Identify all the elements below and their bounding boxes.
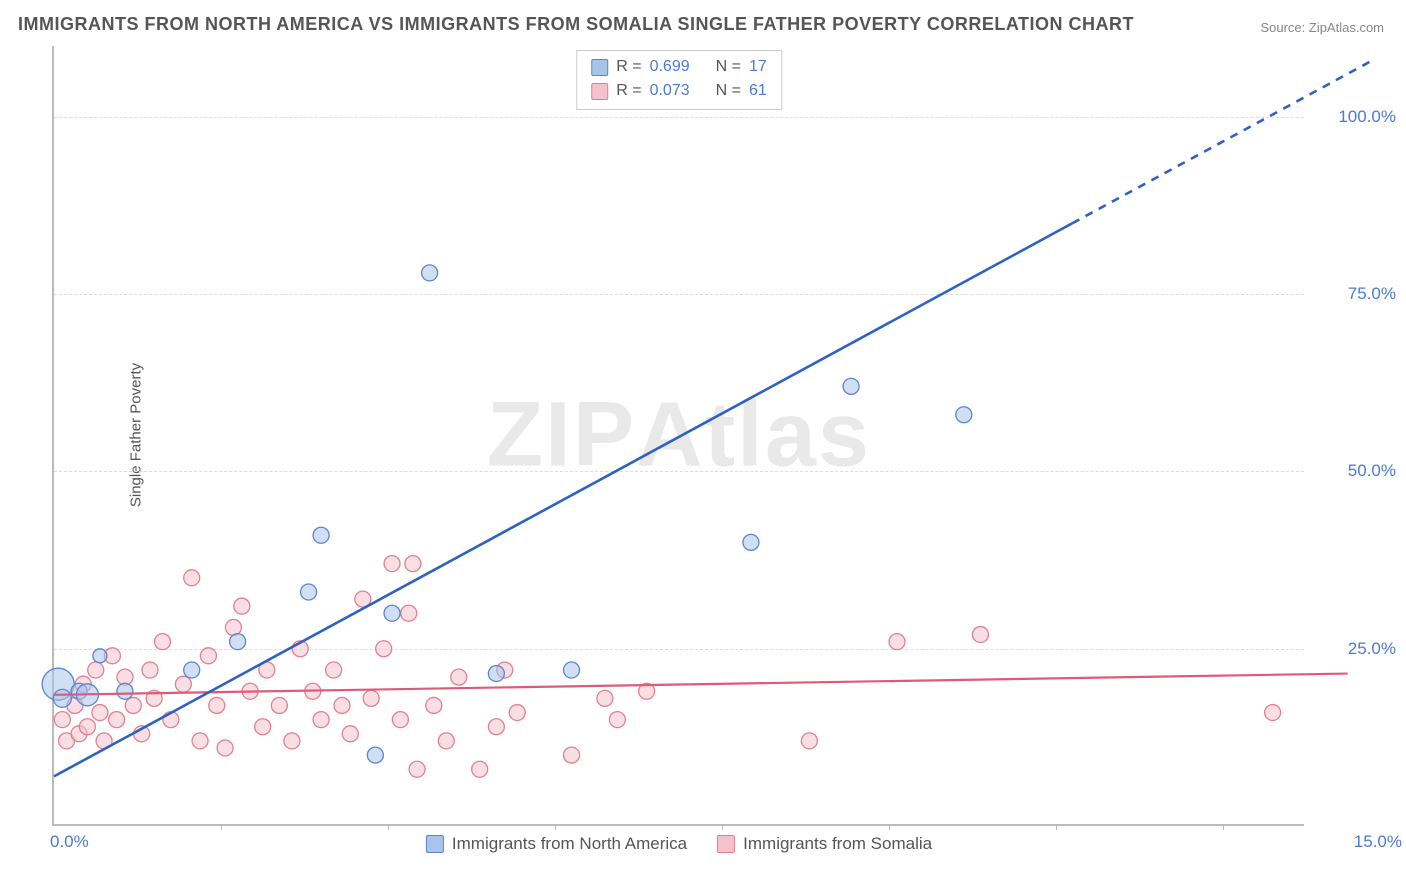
somalia-point bbox=[405, 556, 421, 572]
x-tick-mark bbox=[889, 824, 890, 830]
legend-item: Immigrants from North America bbox=[426, 834, 687, 854]
chart-title: IMMIGRANTS FROM NORTH AMERICA VS IMMIGRA… bbox=[18, 14, 1134, 35]
y-tick-label: 50.0% bbox=[1348, 461, 1396, 481]
somalia-point bbox=[255, 719, 271, 735]
legend-swatch bbox=[591, 83, 608, 100]
y-tick-label: 75.0% bbox=[1348, 284, 1396, 304]
legend-n-label: N = bbox=[716, 79, 741, 103]
trendline-north-america-extrapolated bbox=[1072, 60, 1372, 223]
x-tick-min: 0.0% bbox=[50, 832, 89, 852]
somalia-point bbox=[155, 634, 171, 650]
north-america-point bbox=[93, 649, 107, 663]
north-america-point bbox=[956, 407, 972, 423]
north-america-point bbox=[230, 634, 246, 650]
legend-swatch bbox=[426, 835, 444, 853]
somalia-point bbox=[563, 747, 579, 763]
legend-r-value: 0.073 bbox=[650, 79, 690, 103]
somalia-point bbox=[192, 733, 208, 749]
somalia-point bbox=[972, 627, 988, 643]
x-tick-mark bbox=[221, 824, 222, 830]
north-america-point bbox=[184, 662, 200, 678]
somalia-point bbox=[125, 697, 141, 713]
somalia-point bbox=[109, 712, 125, 728]
north-america-point bbox=[367, 747, 383, 763]
x-tick-mark bbox=[555, 824, 556, 830]
north-america-point bbox=[843, 378, 859, 394]
somalia-point bbox=[284, 733, 300, 749]
north-america-point bbox=[488, 666, 504, 682]
somalia-point bbox=[234, 598, 250, 614]
somalia-point bbox=[184, 570, 200, 586]
somalia-point bbox=[384, 556, 400, 572]
legend-r-label: R = bbox=[616, 79, 641, 103]
legend-item: Immigrants from Somalia bbox=[717, 834, 932, 854]
somalia-point bbox=[142, 662, 158, 678]
somalia-point bbox=[392, 712, 408, 728]
somalia-point bbox=[889, 634, 905, 650]
legend-n-label: N = bbox=[716, 55, 741, 79]
legend-n-value: 17 bbox=[749, 55, 767, 79]
legend-swatch bbox=[717, 835, 735, 853]
somalia-point bbox=[200, 648, 216, 664]
north-america-point bbox=[301, 584, 317, 600]
north-america-point bbox=[743, 534, 759, 550]
somalia-point bbox=[472, 761, 488, 777]
north-america-point bbox=[563, 662, 579, 678]
north-america-point bbox=[384, 605, 400, 621]
north-america-point bbox=[117, 683, 133, 699]
north-america-point bbox=[313, 527, 329, 543]
somalia-point bbox=[88, 662, 104, 678]
source-attribution: Source: ZipAtlas.com bbox=[1260, 20, 1384, 35]
north-america-point bbox=[53, 689, 71, 707]
x-tick-mark bbox=[1223, 824, 1224, 830]
somalia-point bbox=[175, 676, 191, 692]
legend-n-value: 61 bbox=[749, 79, 767, 103]
somalia-point bbox=[334, 697, 350, 713]
north-america-point bbox=[422, 265, 438, 281]
legend-r-label: R = bbox=[616, 55, 641, 79]
somalia-point bbox=[409, 761, 425, 777]
somalia-point bbox=[376, 641, 392, 657]
somalia-point bbox=[401, 605, 417, 621]
somalia-point bbox=[54, 712, 70, 728]
x-tick-max: 15.0% bbox=[1354, 832, 1402, 852]
somalia-point bbox=[342, 726, 358, 742]
legend-correlation: R = 0.699 N = 17 R = 0.073 N = 61 bbox=[576, 50, 782, 110]
x-tick-mark bbox=[388, 824, 389, 830]
somalia-point bbox=[79, 719, 95, 735]
somalia-point bbox=[313, 712, 329, 728]
legend-row: R = 0.073 N = 61 bbox=[591, 79, 767, 103]
legend-r-value: 0.699 bbox=[650, 55, 690, 79]
somalia-point bbox=[271, 697, 287, 713]
somalia-point bbox=[451, 669, 467, 685]
somalia-point bbox=[326, 662, 342, 678]
somalia-point bbox=[438, 733, 454, 749]
somalia-point bbox=[609, 712, 625, 728]
somalia-point bbox=[1265, 705, 1281, 721]
somalia-point bbox=[509, 705, 525, 721]
somalia-point bbox=[217, 740, 233, 756]
chart-canvas bbox=[54, 46, 1304, 824]
legend-series: Immigrants from North America Immigrants … bbox=[426, 834, 932, 854]
somalia-point bbox=[92, 705, 108, 721]
somalia-point bbox=[597, 690, 613, 706]
plot-area: Single Father Poverty ZIPAtlas 25.0%50.0… bbox=[52, 46, 1304, 826]
somalia-point bbox=[363, 690, 379, 706]
somalia-point bbox=[488, 719, 504, 735]
x-tick-mark bbox=[722, 824, 723, 830]
trendline-north-america bbox=[54, 223, 1072, 776]
legend-label: Immigrants from Somalia bbox=[743, 834, 932, 854]
legend-label: Immigrants from North America bbox=[452, 834, 687, 854]
somalia-point bbox=[426, 697, 442, 713]
somalia-point bbox=[801, 733, 817, 749]
y-tick-label: 25.0% bbox=[1348, 639, 1396, 659]
somalia-point bbox=[209, 697, 225, 713]
legend-swatch bbox=[591, 59, 608, 76]
somalia-point bbox=[225, 619, 241, 635]
x-tick-mark bbox=[1056, 824, 1057, 830]
y-tick-label: 100.0% bbox=[1338, 107, 1396, 127]
legend-row: R = 0.699 N = 17 bbox=[591, 55, 767, 79]
